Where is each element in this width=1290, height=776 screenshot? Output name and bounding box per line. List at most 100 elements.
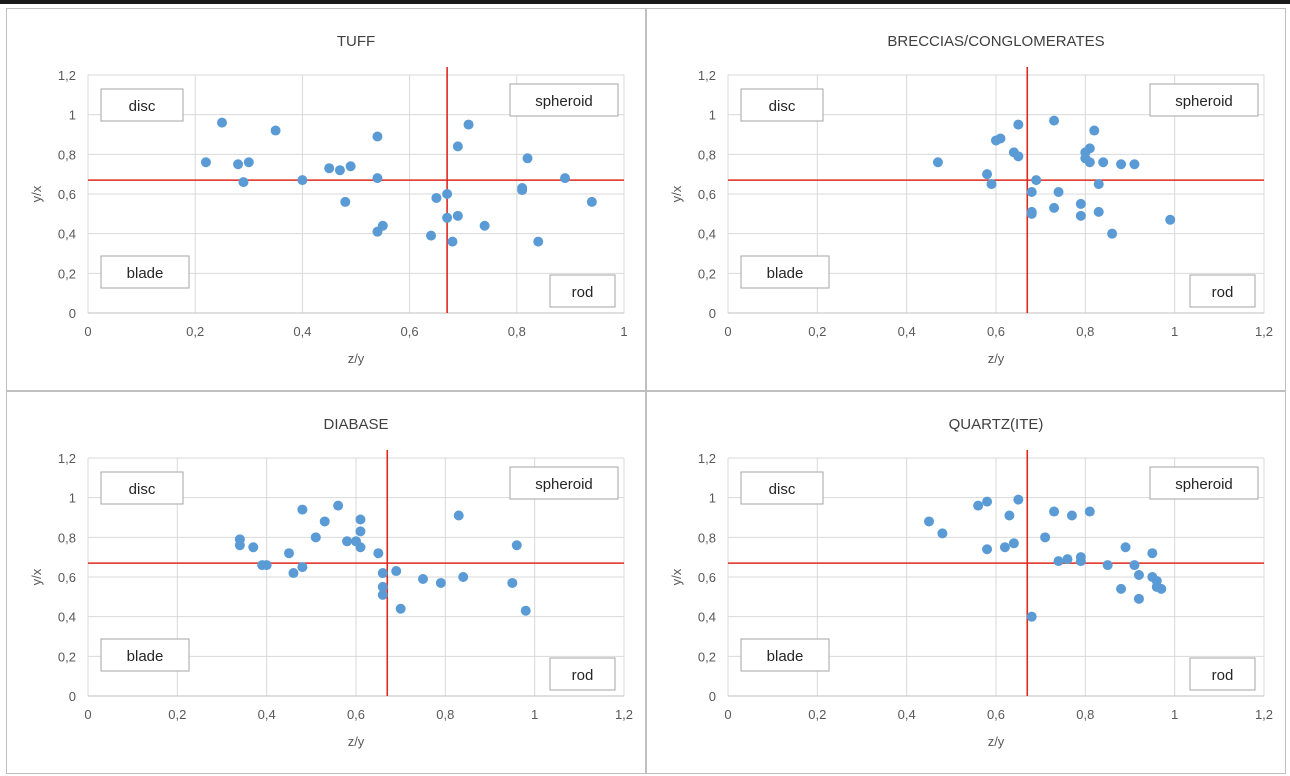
data-point	[377, 568, 388, 579]
data-point	[507, 577, 518, 588]
y-axis-label: y/x	[669, 185, 684, 202]
x-axis-label: z/y	[348, 734, 365, 749]
data-point	[297, 175, 308, 186]
data-point	[238, 177, 249, 188]
y-tick-label: 0,2	[698, 266, 716, 281]
data-point	[479, 220, 490, 231]
data-point	[1049, 115, 1060, 126]
chart-frame	[646, 8, 1286, 391]
x-tick-label: 0	[84, 707, 91, 722]
data-point	[1075, 198, 1086, 209]
data-point	[248, 542, 259, 553]
data-point	[324, 163, 335, 174]
data-point	[452, 141, 463, 152]
data-point	[345, 161, 356, 172]
x-axis-label: z/y	[348, 351, 365, 366]
data-point	[1093, 179, 1104, 190]
annotation-box	[1149, 83, 1259, 117]
annotation-spheroid: spheroid	[1149, 466, 1259, 500]
x-tick-label: 1	[1171, 324, 1178, 339]
annotation-box	[740, 638, 830, 672]
annotation-blade: blade	[100, 638, 190, 672]
data-point	[1116, 159, 1127, 170]
data-point	[217, 117, 227, 128]
data-point	[924, 516, 934, 527]
data-point	[1026, 187, 1037, 198]
annotation-label: disc	[769, 481, 796, 498]
data-point	[1075, 556, 1086, 567]
y-tick-label: 0,4	[698, 610, 716, 625]
data-point	[1102, 560, 1113, 571]
x-tick-label: 0,2	[808, 707, 826, 722]
data-point	[373, 548, 384, 559]
data-point	[1013, 494, 1024, 505]
x-tick-label: 0,6	[401, 324, 419, 339]
y-tick-label: 0,6	[698, 570, 716, 585]
chart-grid: 0 0,2 0,4 0,6 0,8 1 0 0,2 0,4 0,6 0,8 1 1,2 TUFF z/y y/…	[6, 8, 1286, 774]
data-points	[932, 115, 1176, 239]
y-axis-label: y/x	[669, 568, 684, 585]
data-point	[986, 179, 997, 190]
data-point	[1040, 532, 1051, 543]
data-point	[340, 196, 351, 207]
chart-panel-3: 0 0,2 0,4 0,6 0,8 1 1,2 0 0,2 0,4 0,6 0,8 1 1,2 QUARTZ…	[646, 391, 1286, 774]
y-tick-label: 0,4	[698, 227, 716, 242]
y-tick-label: 1	[709, 491, 716, 506]
data-point	[270, 125, 281, 136]
data-point	[442, 189, 453, 199]
annotation-rod: rod	[549, 274, 616, 308]
y-tick-label: 0	[69, 689, 76, 704]
data-point	[1107, 228, 1118, 239]
annotation-box	[549, 657, 616, 691]
data-point	[342, 536, 353, 547]
data-point	[995, 133, 1006, 144]
data-points	[924, 494, 1167, 622]
x-tick-label: 0	[724, 324, 731, 339]
data-point	[982, 496, 993, 507]
x-tick-label: 1,2	[615, 707, 633, 722]
annotation-box	[1189, 274, 1256, 308]
annotation-box	[740, 255, 830, 289]
annotation-box	[100, 471, 184, 505]
data-point	[391, 566, 402, 577]
data-point	[1120, 542, 1131, 553]
data-point	[1062, 554, 1073, 565]
data-point	[334, 165, 345, 176]
data-point	[973, 500, 984, 511]
annotation-label: rod	[572, 667, 594, 684]
data-point	[520, 605, 531, 616]
annotation-box	[100, 638, 190, 672]
data-point	[377, 581, 388, 592]
annotation-rod: rod	[1189, 274, 1256, 308]
x-tick-label: 0,4	[258, 707, 276, 722]
annotation-label: blade	[127, 648, 164, 665]
y-tick-label: 0,2	[58, 266, 76, 281]
y-tick-label: 0,2	[58, 649, 76, 664]
data-point	[1129, 159, 1140, 170]
chart-panel-1: 0 0,2 0,4 0,6 0,8 1 1,2 0 0,2 0,4 0,6 0,8 1 1,2 BRECCI…	[646, 8, 1286, 391]
annotation-box	[100, 255, 190, 289]
x-tick-label: 1	[531, 707, 538, 722]
data-point	[355, 542, 366, 553]
data-point	[395, 603, 406, 614]
data-point	[1026, 611, 1037, 622]
annotation-blade: blade	[740, 255, 830, 289]
data-point	[297, 504, 308, 515]
data-point	[982, 544, 993, 555]
x-tick-label: 0	[724, 707, 731, 722]
y-tick-label: 0,2	[698, 649, 716, 664]
data-point	[1093, 206, 1104, 217]
y-axis-label: y/x	[29, 568, 44, 585]
chart-title: TUFF	[337, 33, 375, 50]
data-point	[1013, 151, 1024, 162]
x-tick-label: 1	[1171, 707, 1178, 722]
x-tick-label: 0,2	[168, 707, 186, 722]
y-tick-label: 0,8	[698, 530, 716, 545]
x-tick-label: 0,4	[293, 324, 311, 339]
data-point	[333, 500, 344, 511]
annotation-blade: blade	[740, 638, 830, 672]
data-point	[1133, 570, 1144, 581]
data-point	[431, 192, 442, 203]
data-point	[999, 542, 1010, 553]
chart-title: DIABASE	[323, 416, 388, 433]
